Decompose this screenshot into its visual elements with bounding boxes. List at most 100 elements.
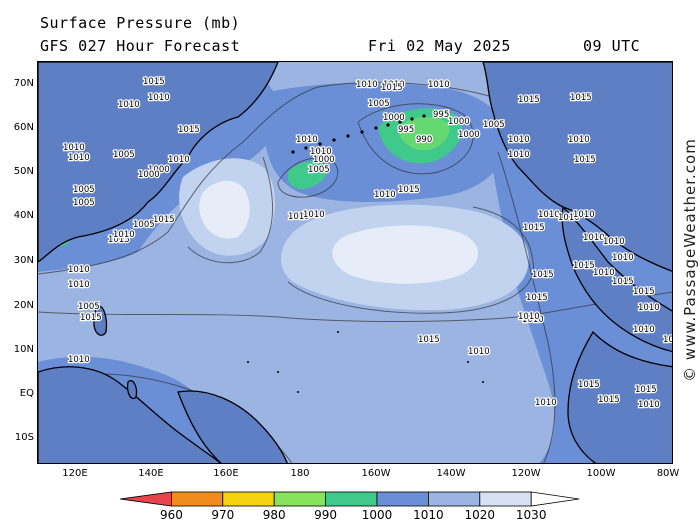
colorbar-label: 1030: [515, 508, 547, 522]
colorbar-label: 970: [211, 508, 235, 522]
colorbar-segment: [376, 491, 429, 507]
isobar-value-label: 1010: [638, 400, 660, 410]
latitude-label: 40N: [13, 210, 34, 221]
isobar-value-label: 1010: [508, 135, 530, 145]
latitude-label: 10N: [13, 344, 34, 355]
colorbar-segment: [170, 491, 224, 507]
colorbar-segment: [273, 491, 327, 507]
isobar-value-label: 1015: [381, 83, 403, 93]
isobar-value-label: 1005: [483, 120, 505, 130]
longitude-label: 160W: [361, 468, 391, 479]
colorbar-segment: [427, 491, 481, 507]
colorbar-segment: [325, 491, 378, 507]
isobar-value-label: 1010: [118, 100, 140, 110]
latitude-label: 30N: [13, 255, 34, 266]
isobar-value-label: 1010: [583, 233, 605, 243]
isobar-value-label: 1010: [573, 210, 595, 220]
longitude-label: 180: [290, 468, 310, 479]
isobar-value-label: 1005: [308, 165, 330, 175]
isobar-value-label: 1000: [148, 165, 170, 175]
isobar-value-label: 1010: [303, 210, 325, 220]
land-masses: [38, 62, 672, 463]
colorbar-segment: [479, 491, 532, 507]
isobar-value-label: 1015: [578, 380, 600, 390]
isobar-value-label: 1010: [428, 80, 450, 90]
isobar-value-label: 1015: [398, 185, 420, 195]
isobar-value-label: 1010: [638, 303, 660, 313]
isobar-value-label: 1000: [383, 113, 405, 123]
colorbar-label: 990: [314, 508, 338, 522]
isobar-value-label: 1015: [108, 235, 130, 245]
latitude-label: 60N: [13, 122, 34, 133]
isobar-value-label: 1005: [133, 220, 155, 230]
isobar-value-label: 1000: [448, 117, 470, 127]
watermark: © www.PassageWeather.com: [681, 138, 699, 382]
isobar-value-label: 1015: [523, 223, 545, 233]
longitude-label: 140E: [138, 468, 164, 479]
isobar-value-label: 1010: [593, 268, 615, 278]
longitude-label: 80W: [656, 468, 680, 479]
isobar-value-label: 1005: [73, 198, 95, 208]
isobar-value-label: 1015: [80, 313, 102, 323]
isobar-value-label: 1010: [113, 230, 135, 240]
isobar-value-label: 990: [416, 135, 432, 145]
colorbar-segment: [119, 491, 172, 507]
isobar-value-label: 1010: [63, 143, 85, 153]
isobar-value-label: 1015: [635, 385, 657, 395]
forecast-subtitle: GFS 027 Hour Forecast: [40, 37, 241, 55]
isobar-value-label: 1010: [568, 135, 590, 145]
colorbar-segment: [530, 491, 580, 507]
isobar-value-label: 1015: [573, 261, 595, 271]
isobar-value-label: 1015: [178, 125, 200, 135]
isobar-value-label: 995: [433, 110, 449, 120]
isobar-value-label: 1015: [532, 270, 554, 280]
longitude-label: 120W: [511, 468, 541, 479]
latitude-label: EQ: [19, 388, 34, 399]
latitude-label: 20N: [13, 300, 34, 311]
isobar-value-label: 1000: [313, 155, 335, 165]
longitude-label: 100W: [586, 468, 616, 479]
colorbar-segment: [222, 491, 275, 507]
latitude-label: 50N: [13, 166, 34, 177]
colorbar-label: 980: [262, 508, 286, 522]
pressure-colorbar: [119, 491, 580, 507]
isobar-value-label: 1005: [78, 302, 100, 312]
isobar-value-labels: 1015101010101015100510001010100510051010…: [62, 76, 673, 411]
isobar-value-label: 1010: [663, 335, 673, 345]
isobar-value-label: 1010: [68, 265, 90, 275]
isobar-value-label: 1015: [153, 215, 175, 225]
isobar-value-label: 1010: [508, 150, 530, 160]
isobar-value-label: 1010: [558, 213, 580, 223]
isobar-value-label: 1010: [374, 190, 396, 200]
isobar-value-label: 1015: [518, 95, 540, 105]
isobar-value-label: 1005: [113, 150, 135, 160]
isobar-value-label: 1010: [68, 280, 90, 290]
isobar-value-label: 1010: [383, 80, 405, 90]
isobar-value-label: 1000: [138, 170, 160, 180]
map-title: Surface Pressure (mb): [40, 14, 241, 32]
isobar-value-label: 1010: [538, 210, 560, 220]
isobar-value-label: 1015: [574, 155, 596, 165]
forecast-time: 09 UTC: [583, 37, 641, 55]
colorbar-label: 1010: [413, 508, 444, 522]
isobar-value-label: 1010: [518, 312, 540, 322]
isobar-value-label: 1010: [356, 80, 378, 90]
forecast-date: Fri 02 May 2025: [368, 37, 511, 55]
isobar-value-label: 1015: [570, 93, 592, 103]
aleutian-islands: [247, 114, 484, 393]
isobar-value-label: 1015: [418, 335, 440, 345]
isobar-value-label: 1010: [68, 355, 90, 365]
isobar-value-label: 1010: [310, 147, 332, 157]
isobar-value-label: 1010: [535, 398, 557, 408]
isobar-value-label: 1010: [296, 135, 318, 145]
longitude-label: 120E: [62, 468, 88, 479]
latitude-label: 10S: [14, 432, 34, 443]
isobar-value-label: 1015: [526, 293, 548, 303]
isobar-value-label: 1010: [148, 93, 170, 103]
colorbar-label: 1000: [361, 508, 393, 522]
latitude-label: 70N: [13, 78, 34, 89]
isobar-value-label: 1010: [603, 237, 625, 247]
colorbar-label: 960: [159, 508, 183, 522]
isobar-value-label: 1015: [612, 277, 634, 287]
isobar-value-label: 1000: [458, 130, 480, 140]
